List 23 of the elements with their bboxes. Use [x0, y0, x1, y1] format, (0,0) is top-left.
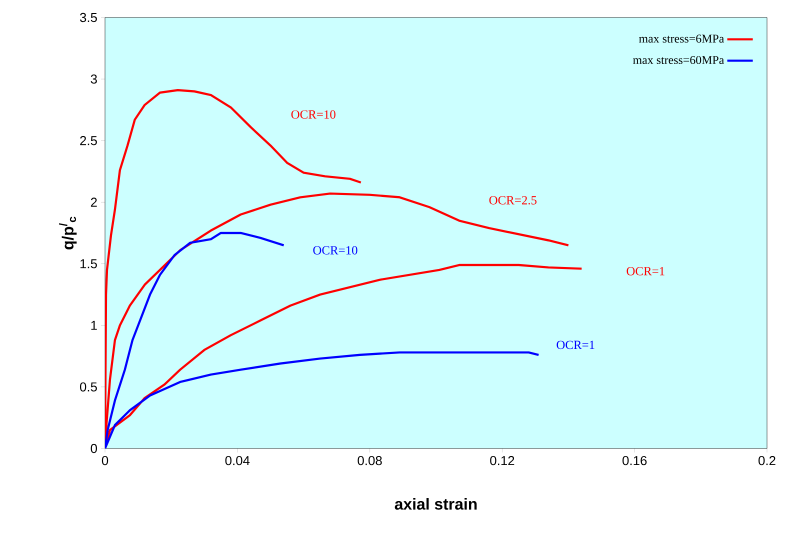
legend-label: max stress=60MPa [633, 56, 724, 64]
y-tick-label: 0 [90, 444, 97, 454]
x-tick-label: 0.04 [225, 456, 250, 466]
legend-label: max stress=6MPa [639, 34, 724, 43]
y-tick-label: 3.5 [80, 12, 97, 22]
annotation: OCR=1 [626, 267, 664, 276]
x-tick-label: 0.2 [758, 456, 776, 466]
y-tick-label: 3 [90, 74, 97, 84]
x-tick-label: 0.16 [622, 456, 647, 466]
annotation: OCR=10 [291, 110, 336, 119]
y-tick-label: 2 [90, 198, 97, 207]
x-tick-label: 0 [102, 456, 108, 466]
y-axis-title: q/p$^{/}$c [59, 216, 77, 250]
y-tick-label: 1.5 [80, 259, 97, 268]
annotation: OCR=1 [556, 340, 594, 350]
y-tick-label: 2.5 [80, 136, 97, 146]
x-axis-title: axial strain [394, 498, 477, 510]
annotation: OCR=2.5 [489, 196, 537, 205]
y-tick-label: 1 [91, 320, 97, 330]
annotation: OCR=10 [313, 246, 358, 255]
x-tick-label: 0.08 [358, 456, 382, 466]
y-tick-label: 0.5 [80, 382, 97, 392]
x-tick-label: 0.12 [490, 456, 514, 466]
